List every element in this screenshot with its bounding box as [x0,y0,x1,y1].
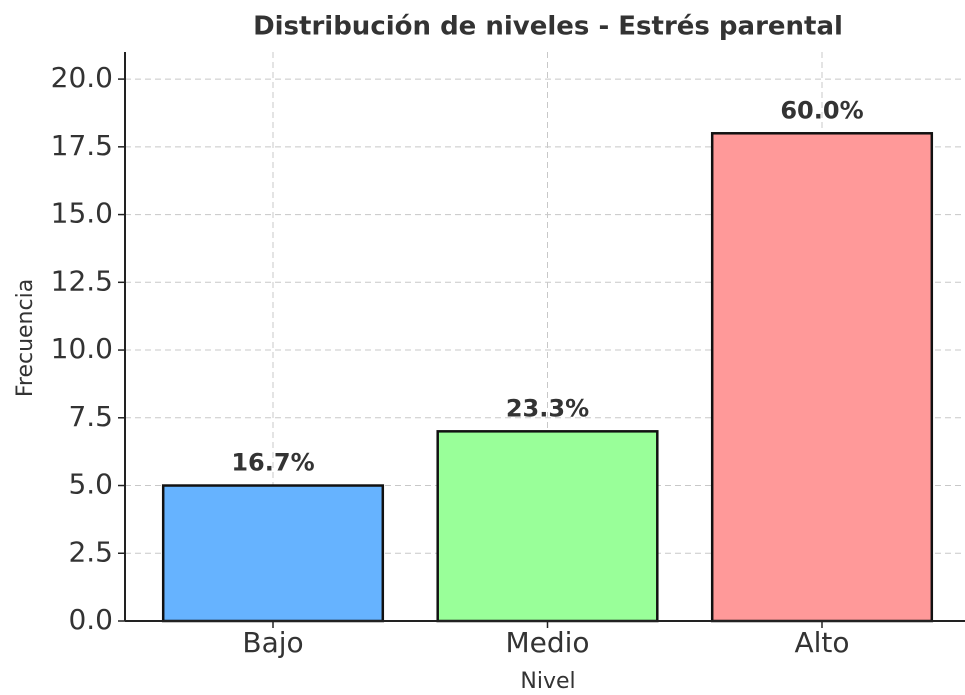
y-axis-label: Frecuencia [13,279,38,397]
y-tick-label: 15.0 [51,197,113,230]
y-tick-label: 2.5 [68,535,113,568]
y-tick-label: 17.5 [51,129,113,162]
y-tick-label: 7.5 [68,400,113,433]
value-label: 16.7% [231,449,314,477]
bar [710,132,934,623]
y-tick-label: 10.0 [51,332,113,365]
value-label: 60.0% [780,96,863,124]
x-tick-label: Alto [794,626,849,659]
y-tick-label: 20.0 [51,61,113,94]
bar [161,484,385,623]
value-label: 23.3% [506,394,589,422]
chart-title: Distribución de niveles - Estrés parenta… [253,12,843,42]
y-tick-label: 0.0 [68,603,113,636]
x-tick-label: Medio [505,626,589,659]
x-axis-label: Nivel [520,669,575,694]
y-tick-label: 12.5 [51,264,113,297]
x-tick-label: Bajo [242,626,303,659]
y-tick-label: 5.0 [68,468,113,501]
bar [436,430,659,623]
